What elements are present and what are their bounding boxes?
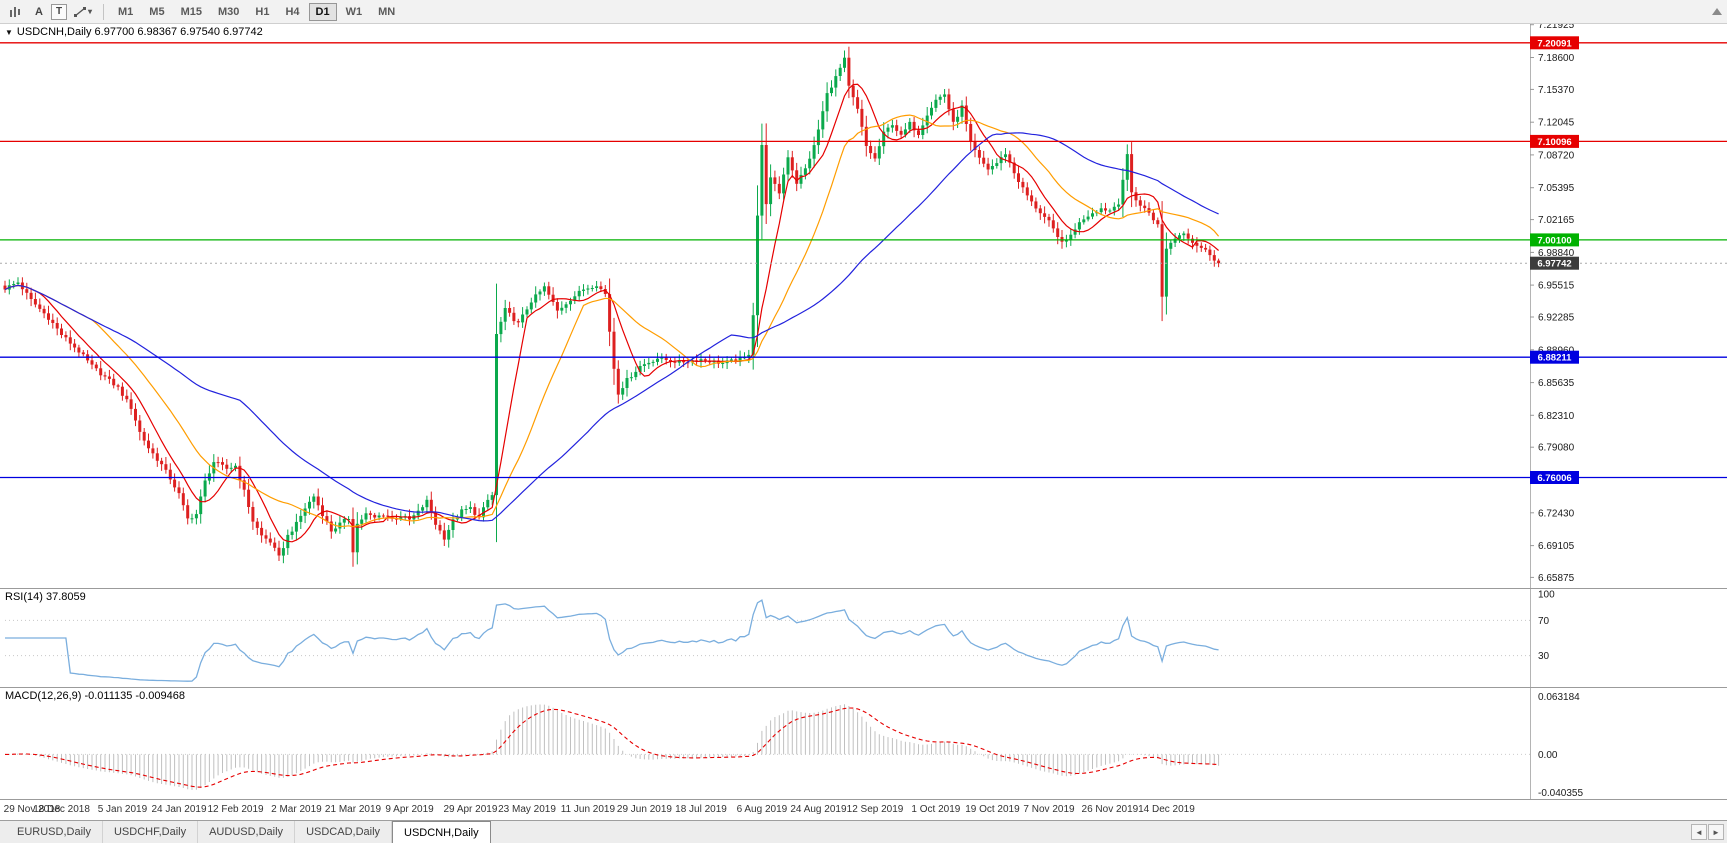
bar-chart-icon[interactable] <box>5 2 27 22</box>
chart-tabbar: EURUSD,Daily USDCHF,Daily AUDUSD,Daily U… <box>0 821 1727 843</box>
rsi-label: RSI(14) 37.8059 <box>5 591 86 603</box>
trendline-glyph <box>74 6 86 17</box>
svg-text:6.82310: 6.82310 <box>1538 411 1575 422</box>
date-axis-label: 12 Feb 2019 <box>207 804 264 815</box>
cursor-a-icon[interactable]: A <box>29 2 49 22</box>
timeframe-mn-button[interactable]: MN <box>371 3 402 21</box>
svg-text:7.15370: 7.15370 <box>1538 85 1575 96</box>
svg-text:6.76006: 6.76006 <box>1537 473 1571 484</box>
macd-label: MACD(12,26,9) -0.011135 -0.009468 <box>5 690 185 702</box>
date-axis-label: 1 Oct 2019 <box>911 804 961 815</box>
text-tool-icon[interactable]: T <box>51 3 67 20</box>
timeframe-m1-button[interactable]: M1 <box>111 3 140 21</box>
svg-text:6.85635: 6.85635 <box>1538 378 1575 389</box>
date-axis-label: 12 Sep 2019 <box>846 804 904 815</box>
date-axis-label: 18 Dec 2018 <box>33 804 90 815</box>
tab-usdcad-daily[interactable]: USDCAD,Daily <box>295 821 393 843</box>
toolbar-separator <box>103 3 105 20</box>
date-axis-label: 18 Jul 2019 <box>675 804 727 815</box>
dropdown-caret-icon: ▾ <box>88 7 93 16</box>
timeframe-h4-button[interactable]: H4 <box>278 3 306 21</box>
svg-text:7.12045: 7.12045 <box>1538 118 1575 129</box>
date-axis-label: 6 Aug 2019 <box>736 804 788 815</box>
svg-text:30: 30 <box>1538 651 1550 662</box>
shapes-tool-icon[interactable]: ▾ <box>69 2 96 22</box>
date-axis-label: 29 Apr 2019 <box>443 804 498 815</box>
svg-text:100: 100 <box>1538 590 1555 601</box>
date-axis-label: 7 Nov 2019 <box>1023 804 1075 815</box>
tab-scroll-left-button[interactable]: ◄ <box>1691 824 1707 840</box>
svg-text:0.063184: 0.063184 <box>1538 692 1580 703</box>
symbol-ohlc-header: ▼ USDCNH,Daily 6.97700 6.98367 6.97540 6.… <box>5 26 263 38</box>
main-chart-panel[interactable]: ▼ USDCNH,Daily 6.97700 6.98367 6.97540 6.… <box>0 24 1727 589</box>
svg-text:6.88211: 6.88211 <box>1538 353 1573 364</box>
rsi-chart-canvas[interactable]: 100 70 30 <box>0 589 1727 687</box>
date-axis-label: 23 May 2019 <box>498 804 556 815</box>
rsi-indicator-panel[interactable]: RSI(14) 37.8059 100 70 30 <box>0 589 1727 688</box>
svg-text:6.97742: 6.97742 <box>1537 259 1571 270</box>
candlestick-chart-canvas[interactable]: 7.21925 7.18600 7.15370 7.12045 7.08720 7.053… <box>0 24 1727 588</box>
svg-text:0.00: 0.00 <box>1538 750 1558 761</box>
date-axis-label: 21 Mar 2019 <box>324 804 382 815</box>
macd-chart-canvas[interactable]: 0.063184 0.00 -0.040355 <box>0 688 1727 799</box>
timeframe-h1-button[interactable]: H1 <box>248 3 276 21</box>
tab-scroll-buttons: ◄ ► <box>1691 821 1727 843</box>
svg-text:6.72430: 6.72430 <box>1538 508 1575 519</box>
svg-text:6.98840: 6.98840 <box>1538 248 1575 259</box>
tab-eurusd-daily[interactable]: EURUSD,Daily <box>6 821 103 843</box>
date-axis-label: 9 Apr 2019 <box>385 804 434 815</box>
date-axis[interactable]: 29 Nov 2018 18 Dec 2018 5 Jan 2019 24 Jan 2… <box>0 800 1727 821</box>
svg-text:7.02165: 7.02165 <box>1538 215 1575 226</box>
timeframe-m15-button[interactable]: M15 <box>174 3 209 21</box>
svg-text:7.05395: 7.05395 <box>1538 183 1575 194</box>
timeframe-m5-button[interactable]: M5 <box>142 3 171 21</box>
svg-text:-0.040355: -0.040355 <box>1538 788 1583 799</box>
svg-text:6.95515: 6.95515 <box>1538 281 1575 292</box>
svg-text:7.00100: 7.00100 <box>1537 235 1571 246</box>
date-axis-label: 19 Oct 2019 <box>965 804 1020 815</box>
tab-scroll-right-button[interactable]: ► <box>1708 824 1724 840</box>
symbol-collapse-icon[interactable]: ▼ <box>5 28 13 37</box>
scroll-marker-icon <box>1712 8 1722 15</box>
svg-text:6.69105: 6.69105 <box>1538 541 1575 552</box>
timeframe-w1-button[interactable]: W1 <box>339 3 370 21</box>
date-axis-label: 11 Jun 2019 <box>560 804 616 815</box>
svg-text:6.65875: 6.65875 <box>1538 573 1575 584</box>
macd-indicator-panel[interactable]: MACD(12,26,9) -0.011135 -0.009468 0.0631… <box>0 688 1727 800</box>
date-axis-label: 14 Dec 2019 <box>1138 804 1195 815</box>
chart-toolbar: A T ▾ M1 M5 M15 M30 H1 H4 D1 W1 MN <box>0 0 1727 24</box>
tab-audusd-daily[interactable]: AUDUSD,Daily <box>198 821 296 843</box>
svg-text:6.92285: 6.92285 <box>1538 313 1575 324</box>
svg-text:7.20091: 7.20091 <box>1537 38 1572 49</box>
date-axis-label: 24 Aug 2019 <box>790 804 847 815</box>
svg-text:7.10096: 7.10096 <box>1537 137 1571 148</box>
tab-usdchf-daily[interactable]: USDCHF,Daily <box>103 821 199 843</box>
date-axis-label: 29 Jun 2019 <box>616 804 672 815</box>
svg-text:7.21925: 7.21925 <box>1538 24 1575 31</box>
timeframe-d1-button[interactable]: D1 <box>308 2 337 21</box>
date-axis-label: 26 Nov 2019 <box>1081 804 1139 815</box>
symbol-ohlc-text: USDCNH,Daily 6.97700 6.98367 6.97540 6.9… <box>16 26 263 38</box>
tab-usdcnh-daily[interactable]: USDCNH,Daily <box>392 821 491 843</box>
date-axis-label: 5 Jan 2019 <box>97 804 148 815</box>
timeframe-m30-button[interactable]: M30 <box>211 3 246 21</box>
svg-text:70: 70 <box>1538 616 1550 627</box>
svg-text:6.79080: 6.79080 <box>1538 443 1575 454</box>
date-axis-label: 24 Jan 2019 <box>151 804 207 815</box>
date-axis-label: 2 Mar 2019 <box>271 804 322 815</box>
svg-text:7.18600: 7.18600 <box>1538 53 1575 64</box>
date-axis-label: 29 Nov 2018 <box>3 804 61 815</box>
bars-glyph <box>10 6 20 17</box>
svg-text:7.08720: 7.08720 <box>1538 150 1575 161</box>
